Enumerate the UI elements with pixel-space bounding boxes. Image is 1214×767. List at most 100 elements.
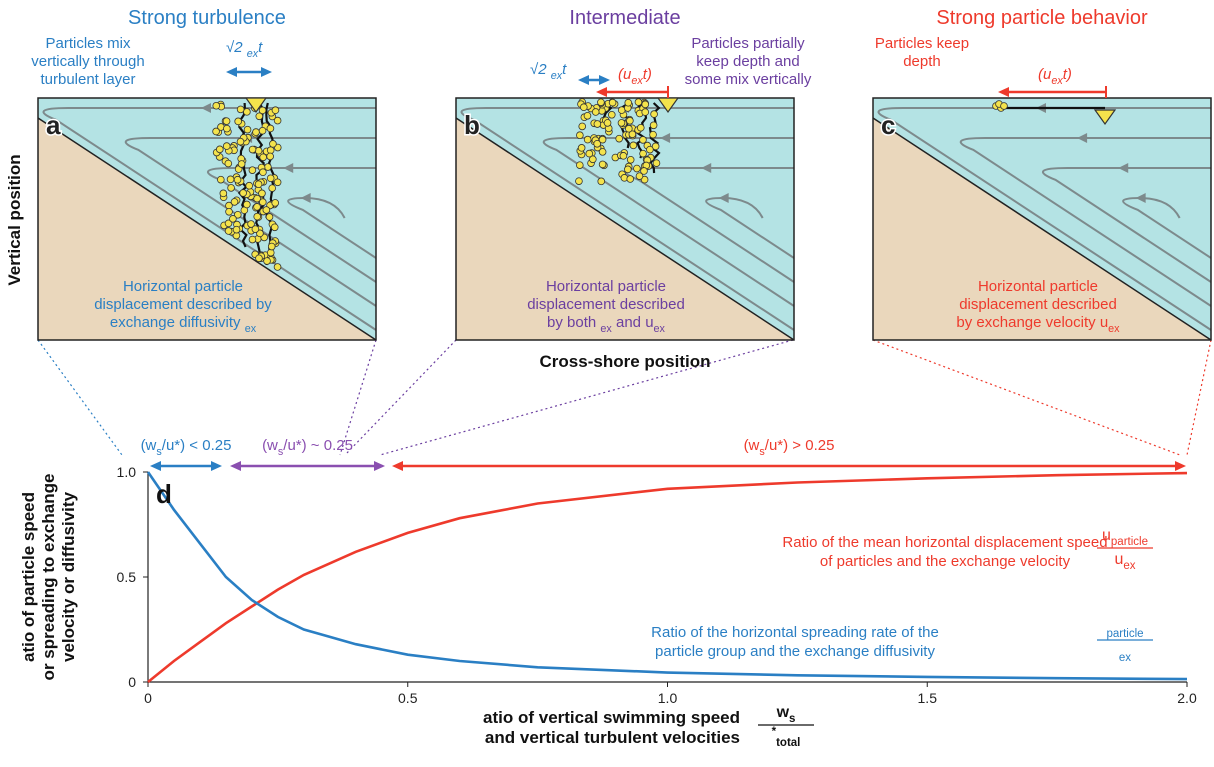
particle xyxy=(576,178,583,185)
text-part: displacement described xyxy=(959,296,1117,313)
text-part: ex xyxy=(1119,652,1131,664)
particle xyxy=(254,213,261,220)
text-part: some mix vertically xyxy=(685,71,812,88)
text-part: ex xyxy=(654,323,666,335)
axis-label: Vertical position xyxy=(5,154,24,285)
particle xyxy=(267,125,274,132)
particle xyxy=(259,127,266,134)
particle xyxy=(255,147,262,154)
note-line: Particles partially xyxy=(691,35,805,52)
text-part: ex xyxy=(245,323,257,335)
regime-label: (ws/u*) < 0.25 xyxy=(141,437,232,458)
particle xyxy=(625,99,632,106)
particle xyxy=(237,138,244,145)
particle xyxy=(255,181,262,188)
particle xyxy=(630,142,637,149)
panel-letter: b xyxy=(464,110,480,140)
text-part: total xyxy=(776,737,800,749)
particle xyxy=(259,107,266,114)
arrow-head xyxy=(226,67,237,77)
figure: Strong turbulenceaHorizontal particledis… xyxy=(0,0,1214,767)
particle xyxy=(253,129,260,136)
particle xyxy=(217,176,224,183)
arrow-head xyxy=(998,87,1009,97)
y-tick-label: 0 xyxy=(128,674,136,690)
particle xyxy=(580,104,587,111)
particle xyxy=(609,99,616,106)
connector xyxy=(1187,340,1211,455)
particle xyxy=(243,108,250,115)
arrow-head xyxy=(578,75,589,85)
particle xyxy=(260,154,267,161)
particle xyxy=(653,160,660,167)
text-part: w xyxy=(776,704,790,721)
particle xyxy=(578,144,585,151)
particle xyxy=(237,106,244,113)
particle xyxy=(599,148,606,155)
text-part: √2 xyxy=(530,61,551,78)
series-note: of particles and the exchange velocity xyxy=(820,553,1071,570)
text-part: Particles keep xyxy=(875,35,969,52)
note-line: vertically through xyxy=(31,53,144,70)
particle xyxy=(642,101,649,108)
particle xyxy=(263,207,270,214)
particle xyxy=(274,117,281,124)
particle xyxy=(233,226,240,233)
text-part: particle xyxy=(1111,536,1148,548)
particle xyxy=(267,147,274,154)
particle xyxy=(216,146,223,153)
particle xyxy=(225,228,232,235)
text-part: displacement described by xyxy=(94,296,272,313)
text-part: exchange diffusivity xyxy=(110,314,245,331)
particle xyxy=(586,150,593,157)
particle xyxy=(249,236,256,243)
text-part: u xyxy=(1114,551,1123,568)
text-part: ex xyxy=(551,70,563,82)
text-part: ex xyxy=(1051,75,1063,87)
particle xyxy=(272,107,279,114)
particle xyxy=(576,132,583,139)
particle xyxy=(266,214,273,221)
particle xyxy=(576,162,583,169)
note-line: keep depth and xyxy=(696,53,799,70)
fraction-num: ws xyxy=(776,704,796,725)
text-part: /u*) > 0.25 xyxy=(765,437,835,454)
particle xyxy=(246,182,253,189)
y-tick-label: 0.5 xyxy=(117,569,137,585)
arrow-head xyxy=(596,87,607,97)
text-part: t xyxy=(562,61,567,78)
particle xyxy=(227,176,234,183)
particle xyxy=(268,243,275,250)
particle xyxy=(274,179,281,186)
particle xyxy=(626,117,633,124)
particle xyxy=(599,136,606,143)
particle xyxy=(584,136,591,143)
series-note: particle group and the exchange diffusiv… xyxy=(655,643,935,660)
text-part: Particles partially xyxy=(691,35,805,52)
axis-label: Cross-shore position xyxy=(540,352,711,371)
particle xyxy=(267,249,274,256)
text-part: velocity or diffusivity xyxy=(59,491,78,662)
particle xyxy=(240,190,247,197)
connector xyxy=(873,340,1180,455)
particle xyxy=(640,137,647,144)
particle xyxy=(608,111,615,118)
text-part: (u xyxy=(618,66,632,83)
particle xyxy=(238,161,245,168)
text-part: vertically through xyxy=(31,53,144,70)
description-line: displacement described xyxy=(527,296,685,313)
connector xyxy=(345,340,456,455)
text-part: (w xyxy=(744,437,760,454)
arrow-head xyxy=(599,75,610,85)
formula: (uext) xyxy=(618,66,652,87)
particle xyxy=(604,119,611,126)
note-line: turbulent layer xyxy=(40,71,135,88)
particle xyxy=(231,199,238,206)
text-part: /u*) ~ 0.25 xyxy=(283,437,353,454)
text-part: and u xyxy=(612,314,654,331)
text-part: atio of particle speed xyxy=(19,492,38,662)
text-part: or spreading to exchange xyxy=(39,474,58,681)
text-part: u xyxy=(1102,527,1111,544)
text-part: ex xyxy=(1123,560,1135,572)
